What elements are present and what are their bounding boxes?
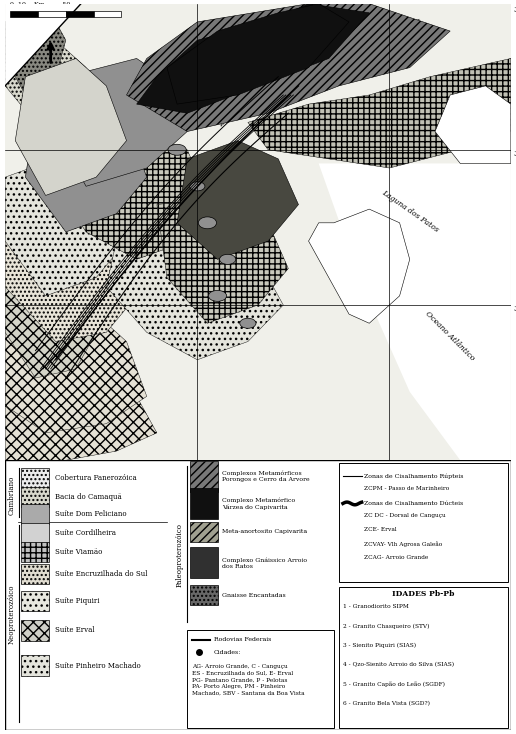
Bar xyxy=(21,468,49,488)
Ellipse shape xyxy=(240,319,256,328)
Text: ZCPM - Passo de Marinheiro: ZCPM - Passo de Marinheiro xyxy=(364,486,449,491)
Bar xyxy=(190,461,218,492)
Text: Suíte Encruzilhada do Sul: Suíte Encruzilhada do Sul xyxy=(55,570,147,578)
Text: Oceano Atlântico: Oceano Atlântico xyxy=(424,309,476,362)
Text: Bacia do Camaquã: Bacia do Camaquã xyxy=(55,493,121,501)
Text: Laguna dos Patos: Laguna dos Patos xyxy=(380,189,440,234)
Text: Zonas de Cisalhamento Dúcteis: Zonas de Cisalhamento Dúcteis xyxy=(364,501,463,506)
Text: Cobertura Fanerozóica: Cobertura Fanerozóica xyxy=(55,473,136,482)
Text: Gnaisse Encantadas: Gnaisse Encantadas xyxy=(221,593,285,597)
Polygon shape xyxy=(319,164,511,460)
Polygon shape xyxy=(5,4,511,460)
Text: ZCDC: ZCDC xyxy=(217,109,238,129)
Text: 52°: 52° xyxy=(200,461,214,469)
Text: Paleoproterozóico: Paleoproterozóico xyxy=(175,523,184,586)
Ellipse shape xyxy=(168,145,186,156)
Polygon shape xyxy=(157,195,288,323)
Text: Meta-anortosito Capivarita: Meta-anortosito Capivarita xyxy=(221,529,307,534)
Text: 31°: 31° xyxy=(513,150,516,158)
Text: ZCDC: ZCDC xyxy=(397,18,423,33)
Polygon shape xyxy=(106,232,283,360)
Text: Suíte Pinheiro Machado: Suíte Pinheiro Machado xyxy=(55,661,140,669)
Text: N: N xyxy=(44,15,57,29)
Text: 53°: 53° xyxy=(8,461,22,469)
Text: 32°: 32° xyxy=(513,305,516,313)
Polygon shape xyxy=(5,4,81,86)
Bar xyxy=(21,564,49,584)
Bar xyxy=(10,11,38,18)
Bar xyxy=(21,504,49,524)
Text: Neoproterozóico: Neoproterozóico xyxy=(7,584,15,644)
Text: 30°: 30° xyxy=(513,6,516,14)
Polygon shape xyxy=(5,159,126,296)
Polygon shape xyxy=(15,59,126,195)
Text: ZCVAY- Vlh Agrosa Galeão: ZCVAY- Vlh Agrosa Galeão xyxy=(364,541,442,547)
Text: ZCE- Erval: ZCE- Erval xyxy=(364,527,397,532)
Text: 51°: 51° xyxy=(392,461,406,469)
Text: Zonas de Cisalhamento Rúpteis: Zonas de Cisalhamento Rúpteis xyxy=(364,473,464,479)
Text: 3 - Sienito Piquiri (SIAS): 3 - Sienito Piquiri (SIAS) xyxy=(343,643,416,648)
Polygon shape xyxy=(137,4,369,113)
Bar xyxy=(21,542,49,562)
Text: Suíte Dom Feliciano: Suíte Dom Feliciano xyxy=(55,510,126,518)
Polygon shape xyxy=(5,209,137,341)
Polygon shape xyxy=(5,4,66,95)
Text: Suíte Cordilheira: Suíte Cordilheira xyxy=(55,529,116,537)
Text: 0  10    Km         50: 0 10 Km 50 xyxy=(10,2,71,7)
Polygon shape xyxy=(248,59,511,168)
Ellipse shape xyxy=(198,217,217,229)
Polygon shape xyxy=(5,360,157,460)
Text: ZCAG- Arroio Grande: ZCAG- Arroio Grande xyxy=(364,555,428,560)
Polygon shape xyxy=(5,40,86,123)
Text: Cidades:: Cidades: xyxy=(214,650,241,655)
Text: 5 - Granito Capão do Leão (SGDF): 5 - Granito Capão do Leão (SGDF) xyxy=(343,682,445,687)
Polygon shape xyxy=(309,209,410,323)
Polygon shape xyxy=(435,86,511,164)
Text: Suíte Piquiri: Suíte Piquiri xyxy=(55,597,99,605)
Text: 6 - Granito Bela Vista (SGD?): 6 - Granito Bela Vista (SGD?) xyxy=(343,701,430,706)
Text: Complexo Metamórfico
Várzea do Capivarita: Complexo Metamórfico Várzea do Capivarit… xyxy=(221,497,295,509)
Bar xyxy=(21,523,49,543)
Bar xyxy=(21,591,49,611)
Text: 2 - Granito Chasqueiro (STV): 2 - Granito Chasqueiro (STV) xyxy=(343,623,429,629)
Bar xyxy=(21,620,49,641)
Bar xyxy=(190,488,218,519)
Polygon shape xyxy=(5,259,96,378)
Text: Complexo Gnáissico Arroio
dos Ratos: Complexo Gnáissico Arroio dos Ratos xyxy=(221,557,307,569)
Text: Rodovias Federais: Rodovias Federais xyxy=(214,637,271,642)
Ellipse shape xyxy=(220,254,236,264)
Bar xyxy=(187,631,334,727)
Polygon shape xyxy=(25,95,147,232)
Bar xyxy=(38,11,66,18)
Bar xyxy=(190,548,218,578)
Polygon shape xyxy=(5,305,147,433)
Polygon shape xyxy=(56,59,187,186)
Polygon shape xyxy=(167,4,349,104)
Text: Suíte Viamão: Suíte Viamão xyxy=(55,548,102,556)
Text: IDADES Pb-Pb: IDADES Pb-Pb xyxy=(392,590,455,598)
Ellipse shape xyxy=(208,291,227,302)
Bar xyxy=(94,11,121,18)
Polygon shape xyxy=(5,4,511,460)
Text: ZC DC - Dorsal de Canguçu: ZC DC - Dorsal de Canguçu xyxy=(364,513,446,518)
Polygon shape xyxy=(177,141,298,259)
Text: 1 - Granodiorito SIPM: 1 - Granodiorito SIPM xyxy=(343,604,409,609)
Text: Complexos Metamórficos
Porongos e Cerro da Arvore: Complexos Metamórficos Porongos e Cerro … xyxy=(221,470,309,482)
Bar xyxy=(339,463,508,582)
Bar xyxy=(21,487,49,506)
Text: 4 - Qzo-Sienito Arroio do Silva (SIAS): 4 - Qzo-Sienito Arroio do Silva (SIAS) xyxy=(343,662,454,667)
Polygon shape xyxy=(126,4,450,131)
Text: Suíte Erval: Suíte Erval xyxy=(55,626,94,634)
Bar xyxy=(190,585,218,606)
Bar xyxy=(190,522,218,542)
Bar xyxy=(339,587,508,727)
Bar xyxy=(21,655,49,675)
Ellipse shape xyxy=(190,182,205,191)
Bar xyxy=(66,11,93,18)
Polygon shape xyxy=(56,131,207,259)
Text: Cambriano: Cambriano xyxy=(7,476,15,515)
Text: AG- Arroio Grande, C - Canguçu
ES - Encruzilhada do Sul, E- Erval
PG- Pantano Gr: AG- Arroio Grande, C - Canguçu ES - Encr… xyxy=(192,664,305,696)
